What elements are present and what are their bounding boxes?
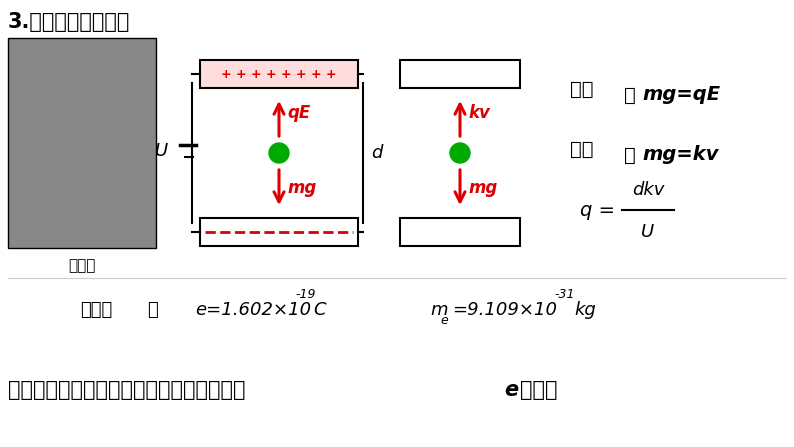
Text: + + + + + + + +: + + + + + + + + [222, 67, 337, 80]
Text: ：: ： [148, 301, 172, 319]
Text: kg: kg [574, 301, 596, 319]
Text: ：: ： [624, 85, 642, 105]
Bar [400, 218, 520, 246]
Text: q =: q = [580, 201, 615, 219]
Text: -19: -19 [295, 287, 315, 300]
Circle shape [450, 143, 470, 163]
Text: ：: ： [624, 146, 642, 164]
Text: m: m [430, 301, 448, 319]
Text: 密立根: 密立根 [68, 258, 96, 273]
Text: mg=qE: mg=qE [642, 85, 720, 105]
Text: qE: qE [287, 104, 310, 122]
Text: =9.109×10: =9.109×10 [452, 301, 557, 319]
Text: 的整倍: 的整倍 [520, 380, 557, 400]
Text: e: e [504, 380, 518, 400]
Text: 静止: 静止 [570, 80, 593, 99]
Text: 3.密立根测电子电量: 3.密立根测电子电量 [8, 12, 130, 32]
Text: dkv: dkv [632, 181, 665, 199]
Text: mg=kv: mg=kv [642, 146, 719, 164]
Text: U: U [156, 142, 168, 160]
Text: 匀速: 匀速 [570, 140, 593, 159]
Text: d: d [371, 144, 383, 162]
Bar [200, 218, 358, 246]
Text: 电荷是量子化的，任何带电体的电荷只能是: 电荷是量子化的，任何带电体的电荷只能是 [8, 380, 245, 400]
Text: U: U [642, 223, 654, 241]
Text: e=1.602×10: e=1.602×10 [195, 301, 311, 319]
Text: C: C [313, 301, 326, 319]
Text: -31: -31 [554, 287, 575, 300]
Text: mg: mg [468, 179, 497, 197]
Text: 元电荷: 元电荷 [80, 301, 112, 319]
Text: e: e [440, 313, 448, 326]
Bar [200, 60, 358, 88]
Text: mg: mg [287, 179, 316, 197]
Text: kv: kv [468, 104, 490, 122]
Bar [400, 60, 520, 88]
Bar [8, 38, 156, 248]
Circle shape [269, 143, 289, 163]
